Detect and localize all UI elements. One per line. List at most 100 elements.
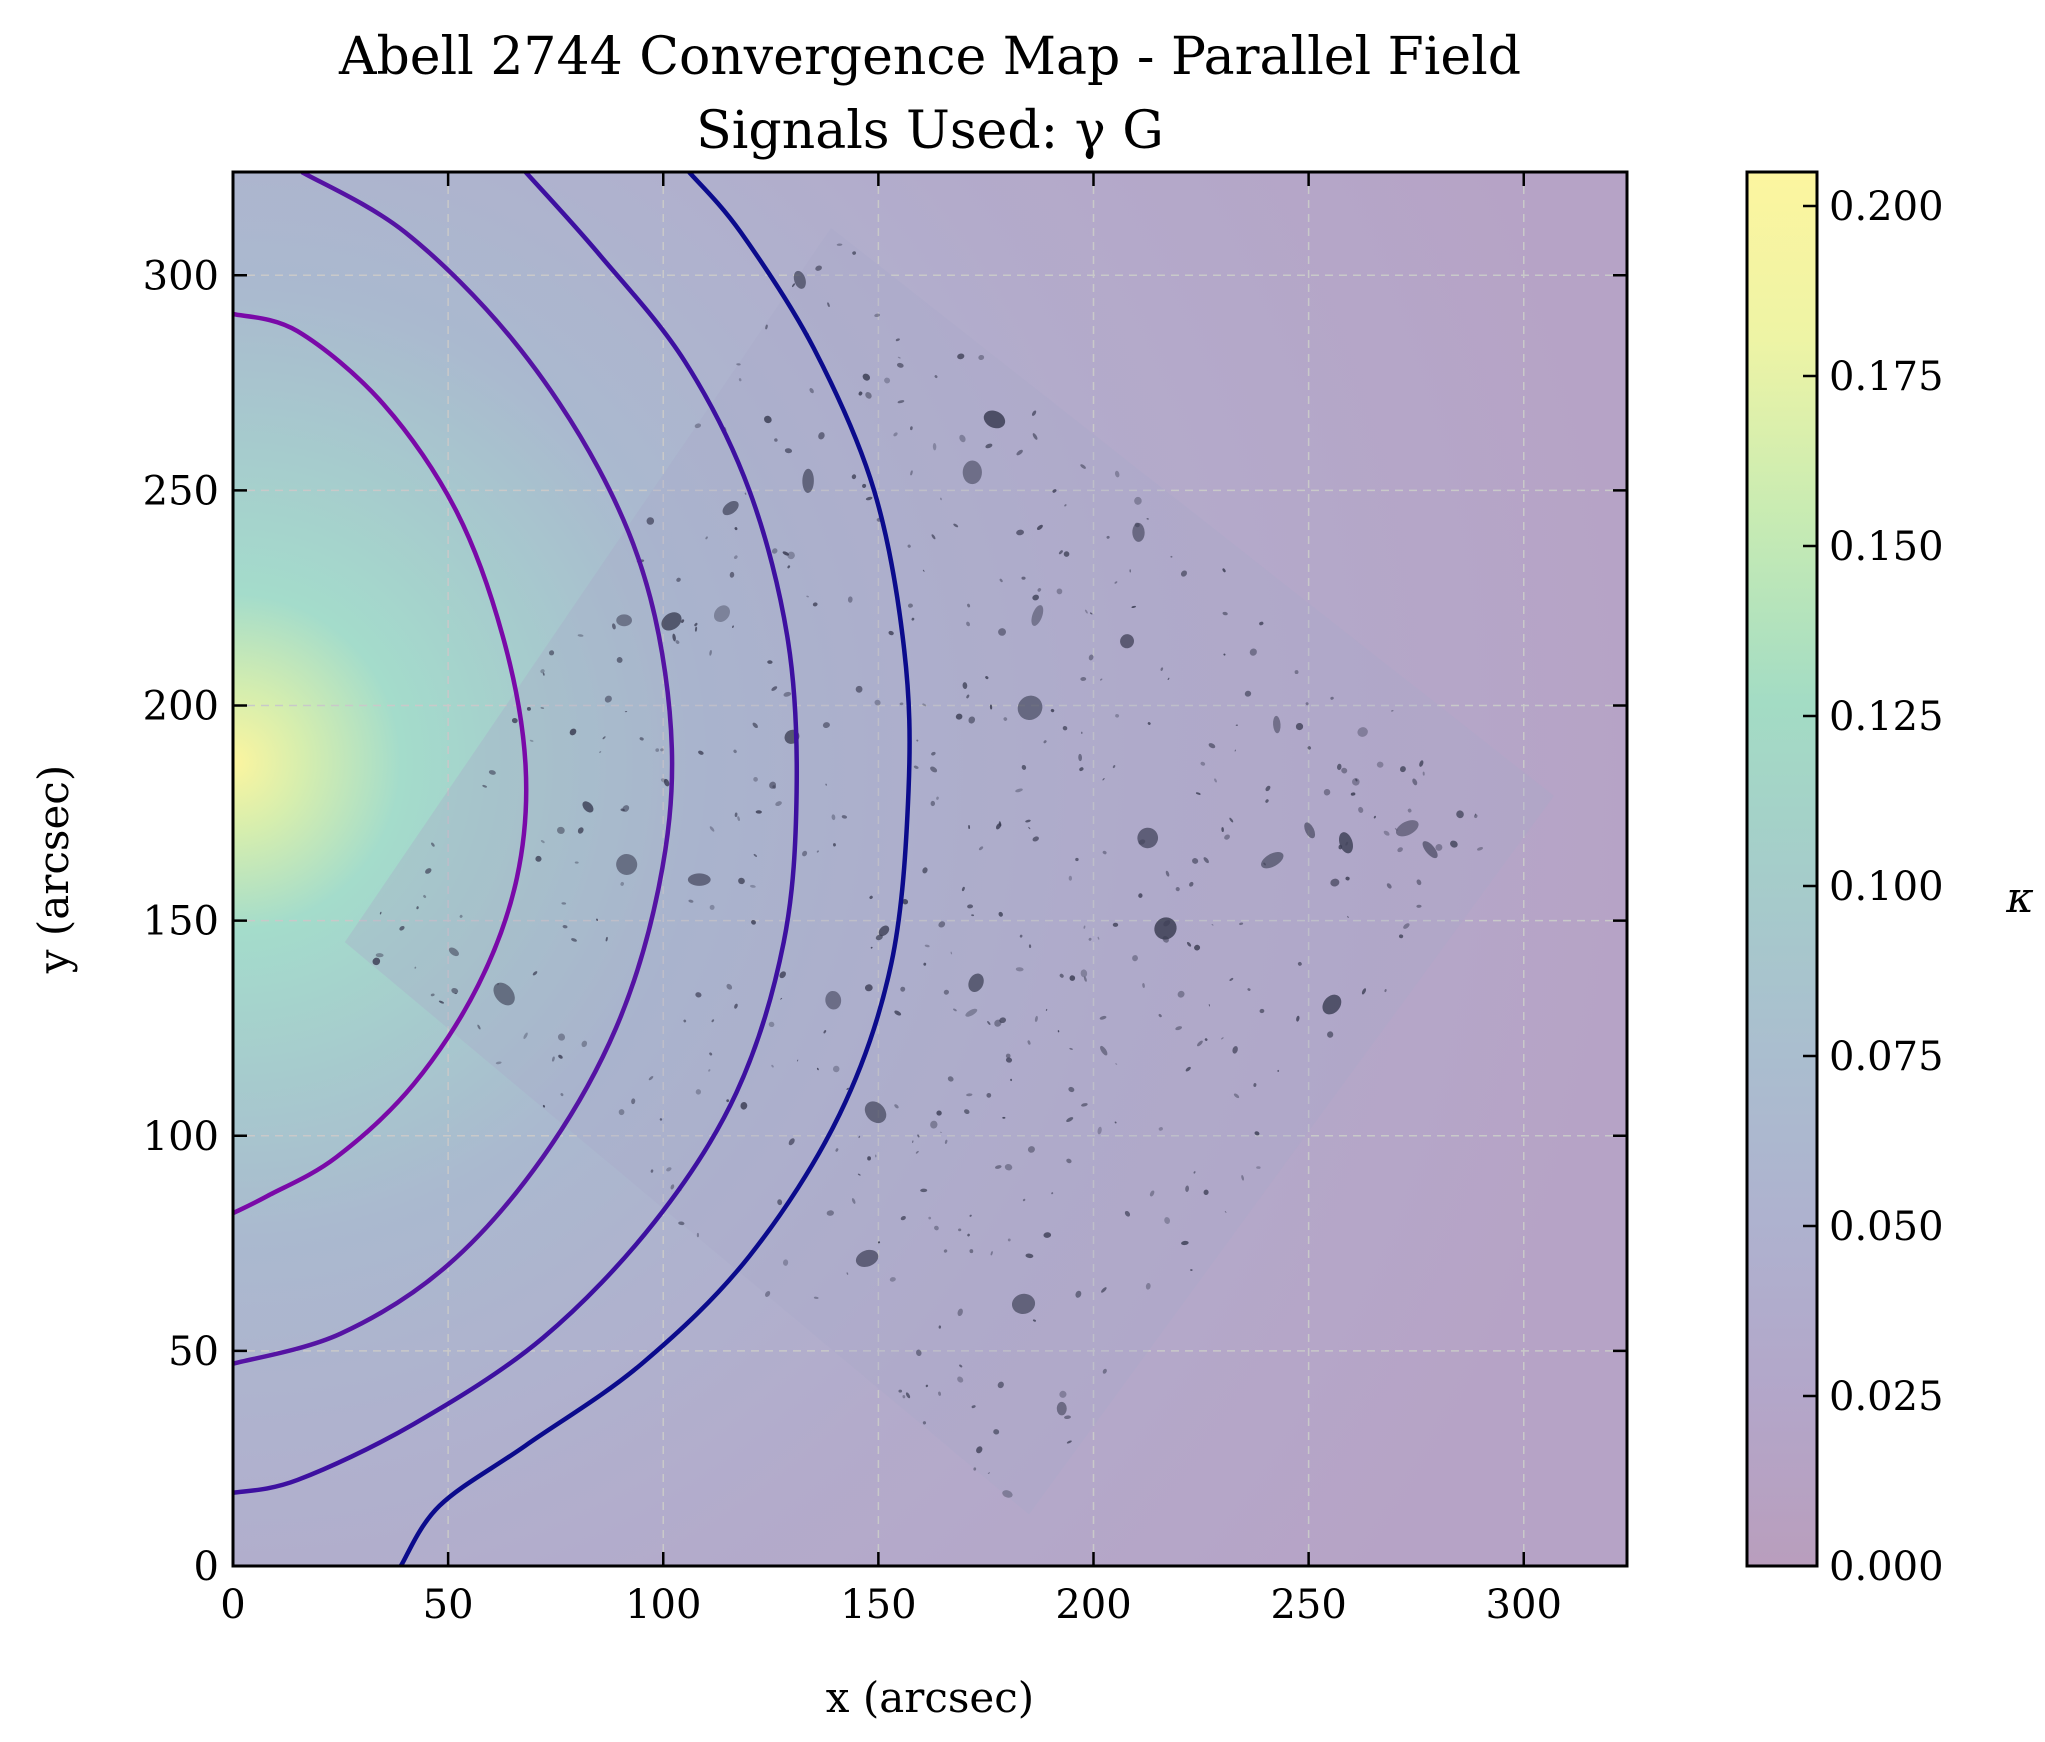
galaxy-dot — [733, 749, 737, 754]
galaxy-dot — [864, 1101, 887, 1124]
galaxy-dot — [815, 265, 822, 271]
galaxy-dot — [782, 551, 790, 556]
galaxy-dot — [1115, 714, 1120, 718]
galaxy-dot — [1162, 936, 1169, 943]
galaxy-dot — [1235, 724, 1239, 726]
galaxy-dot — [1003, 717, 1008, 721]
galaxy-dot — [802, 850, 808, 857]
x-tick-label: 150 — [840, 1582, 916, 1628]
galaxy-dot — [477, 1024, 481, 1030]
galaxy-dot — [1064, 504, 1067, 507]
galaxy-dot — [1416, 904, 1422, 908]
y-tick-label: 200 — [143, 684, 219, 730]
galaxy-dot — [1112, 922, 1119, 927]
galaxy-dot — [779, 971, 786, 979]
galaxy-dot — [772, 785, 776, 789]
galaxy-dot — [1101, 1287, 1107, 1293]
galaxy-dot — [943, 1249, 948, 1253]
galaxy-dot — [969, 1249, 974, 1254]
galaxy-dot — [1137, 827, 1159, 849]
galaxy-dot — [1208, 1004, 1210, 1007]
galaxy-dot — [1057, 1030, 1060, 1033]
galaxy-dot — [1177, 990, 1185, 998]
galaxy-dot — [737, 816, 740, 822]
galaxy-dot — [924, 944, 930, 948]
galaxy-dot — [978, 846, 984, 851]
galaxy-dot — [1386, 883, 1392, 889]
galaxy-dot — [831, 814, 836, 821]
galaxy-dot — [423, 895, 427, 898]
galaxy-dot — [1050, 708, 1055, 713]
galaxy-dot — [1222, 568, 1226, 573]
galaxy-dot — [1005, 1053, 1011, 1059]
galaxy-dot — [753, 853, 758, 857]
galaxy-dot — [1450, 840, 1458, 848]
galaxy-dot — [961, 886, 965, 892]
galaxy-dot — [1063, 551, 1070, 557]
galaxy-dot — [655, 748, 660, 752]
galaxy-dot — [1015, 967, 1024, 972]
galaxy-dot — [1083, 976, 1087, 982]
galaxy-dot — [825, 783, 828, 786]
galaxy-dot — [375, 953, 384, 958]
galaxy-dot — [930, 1120, 938, 1129]
galaxy-dot — [916, 739, 919, 742]
galaxy-dot — [1208, 743, 1216, 749]
galaxy-dot — [966, 621, 970, 627]
galaxy-dot — [826, 1210, 834, 1216]
galaxy-dot — [1062, 726, 1068, 731]
contour-4 — [398, 172, 912, 1566]
galaxy-dot — [1253, 1083, 1257, 1087]
galaxy-dot — [994, 1019, 1002, 1027]
galaxy-dot — [1229, 817, 1234, 823]
galaxy-dot — [431, 842, 435, 847]
galaxy-dot — [1089, 612, 1093, 615]
galaxy-dot — [1352, 778, 1360, 786]
galaxy-dot — [936, 796, 939, 800]
galaxy-dot — [540, 840, 545, 844]
galaxy-dot — [1019, 934, 1023, 938]
galaxy-dot — [1175, 1026, 1183, 1031]
galaxy-dot — [574, 861, 579, 864]
galaxy-dot — [1080, 464, 1086, 469]
galaxy-dot — [1097, 936, 1100, 940]
overlay-field — [344, 227, 1554, 1515]
galaxy-dot — [497, 983, 500, 986]
galaxy-dot — [495, 1061, 502, 1065]
galaxy-dot — [1016, 529, 1024, 536]
kappa-heatmap — [233, 172, 1627, 1566]
galaxy-dot — [1081, 1103, 1088, 1107]
galaxy-dot — [529, 739, 534, 742]
galaxy-dot — [913, 765, 919, 769]
galaxy-dot — [1294, 670, 1299, 675]
galaxy-dot — [379, 911, 382, 915]
galaxy-dot — [1132, 955, 1138, 962]
galaxy-dot — [1350, 792, 1356, 796]
galaxy-dot — [1059, 1390, 1067, 1398]
galaxy-dot — [1397, 847, 1403, 853]
galaxy-dot — [1031, 605, 1044, 626]
galaxy-dot — [1399, 766, 1406, 773]
y-axis-ticks: 0 50 100 150 200 250 300 — [143, 253, 1627, 1590]
galaxy-dot — [930, 766, 938, 773]
galaxy-dot — [1192, 858, 1199, 864]
galaxy-dot — [1005, 1057, 1013, 1063]
galaxy-dot — [1256, 1166, 1261, 1169]
galaxy-dot — [1114, 470, 1120, 478]
galaxy-dot — [616, 657, 623, 663]
colorbar-tick-label: 0.000 — [1829, 1544, 1944, 1590]
galaxy-dot — [493, 982, 515, 1006]
galaxy-dot — [1032, 836, 1039, 842]
galaxy-dot — [767, 660, 773, 664]
y-tick-label: 0 — [194, 1544, 219, 1590]
galaxy-dot — [1239, 922, 1244, 926]
galaxy-dot — [867, 1156, 871, 1161]
galaxy-dot — [825, 990, 842, 1010]
galaxy-dot — [542, 672, 545, 676]
galaxy-dot — [1102, 1368, 1107, 1374]
galaxy-dot — [953, 523, 959, 528]
galaxy-dot — [1165, 870, 1170, 877]
galaxy-dot — [1164, 1217, 1171, 1224]
galaxy-dot — [768, 1021, 775, 1028]
colorbar-ticks: 0.000 0.025 0.050 0.075 0.100 0.125 0.150 0.175… — [1803, 184, 1944, 1590]
